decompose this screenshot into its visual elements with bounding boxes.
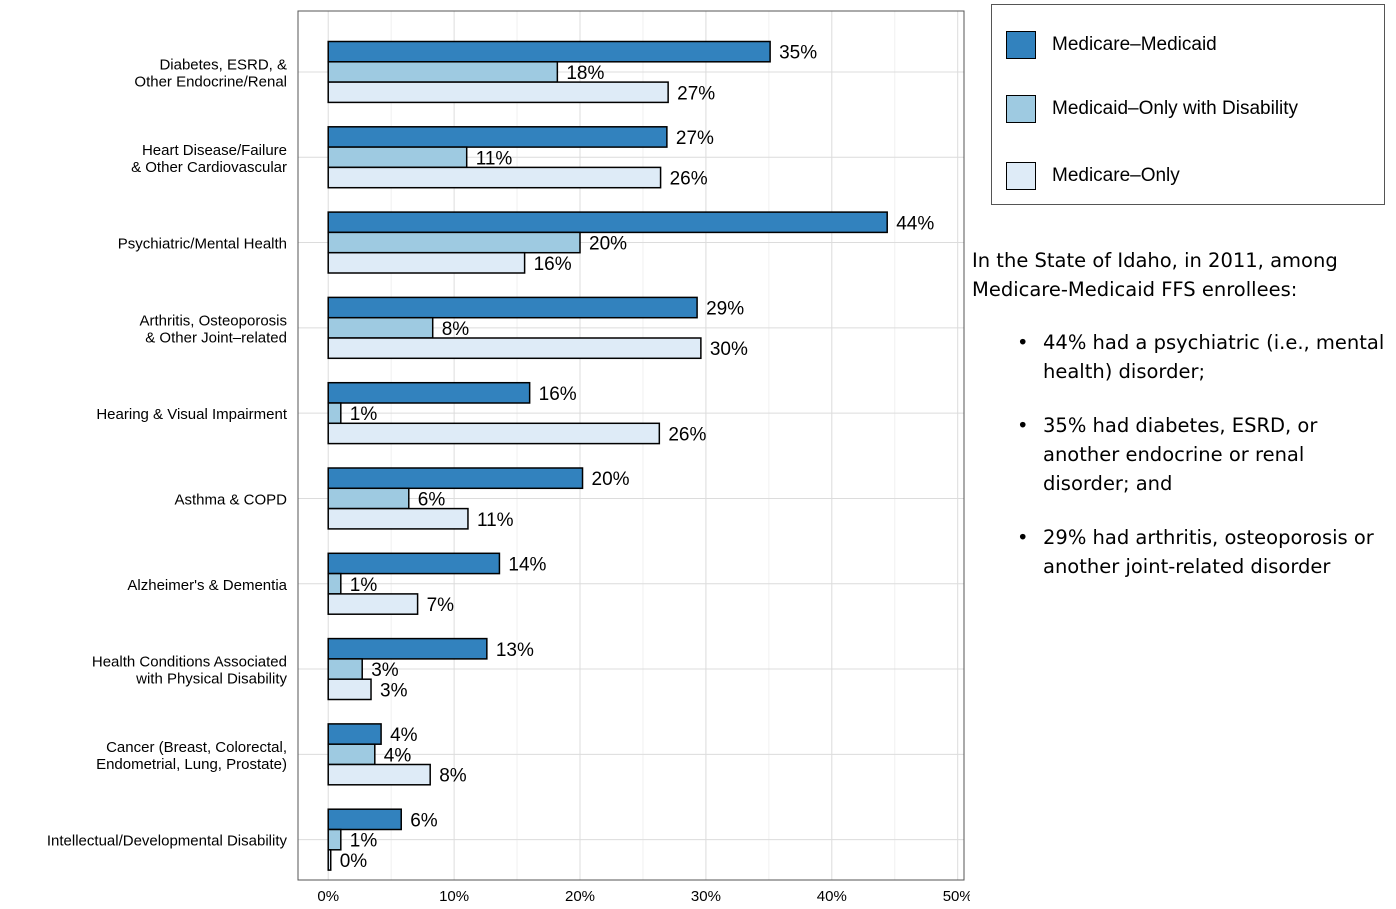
bar [327,296,698,319]
data-label: 6% [418,489,446,510]
category-label: Diabetes, ESRD, & [159,56,287,73]
data-label: 13% [496,640,534,661]
bar [327,40,771,63]
bar [327,487,410,510]
category-label: & Other Cardiovascular [131,159,287,176]
data-label: 0% [340,851,368,872]
summary-bullet: 35% had diabetes, ESRD, or another endoc… [972,411,1396,498]
data-label: 35% [779,43,817,64]
legend-item-medicare-medicaid: Medicare–Medicaid [1006,31,1217,59]
data-label: 20% [589,234,627,255]
data-label: 26% [670,169,708,190]
category-label: Cancer (Breast, Colorectal, [106,739,287,756]
plot-border [297,10,965,881]
bar [327,467,584,490]
category-label: Asthma & COPD [174,491,287,508]
bar [327,81,669,104]
data-label: 3% [371,660,399,681]
bar [327,211,888,234]
category-label: Hearing & Visual Impairment [96,406,287,423]
bar [327,231,581,254]
legend-item-medicaid-only-with-disability: Medicaid–Only with Disability [1006,95,1298,123]
x-tick-label: 50% [943,888,970,905]
bar [327,849,332,871]
data-label: 3% [380,680,408,701]
summary-bullet: 29% had arthritis, osteoporosis or anoth… [972,523,1396,581]
bar [327,723,382,745]
x-tick-label: 30% [691,888,721,905]
bar [327,316,434,339]
data-label: 6% [410,810,438,831]
category-label: Intellectual/Developmental Disability [47,833,288,850]
legend-label-medicaid-only-with-disability: Medicaid–Only with Disability [1052,98,1299,119]
summary-intro: In the State of Idaho, in 2011, among Me… [972,249,1338,301]
bar [327,743,376,766]
bar [327,166,662,189]
x-tick-label: 0% [317,888,339,905]
x-tick-label: 10% [439,888,469,905]
summary-text: In the State of Idaho, in 2011, among Me… [972,246,1396,606]
data-label: 27% [677,83,715,104]
category-label: with Physical Disability [135,671,287,688]
x-tick-label: 40% [817,888,847,905]
data-label: 16% [539,384,577,405]
data-label: 27% [676,128,714,149]
data-label: 26% [668,424,706,445]
data-label: 11% [476,148,513,169]
category-label: & Other Joint–related [145,329,287,346]
data-label: 8% [439,766,467,787]
legend-swatch-medicaid-only-with-disability [1006,95,1036,123]
category-label: Arthritis, Osteoporosis [139,312,287,329]
bar [327,126,668,148]
data-label: 1% [350,831,378,852]
legend-label-medicare-medicaid: Medicare–Medicaid [1052,34,1217,55]
bar [327,507,469,530]
category-label: Heart Disease/Failure [142,142,287,159]
data-label: 4% [384,745,412,766]
legend-label-medicare-only: Medicare–Only [1052,165,1180,186]
bar [327,658,363,680]
bar [327,808,402,831]
data-label: 18% [566,63,604,84]
bar [327,678,372,701]
legend-swatch-medicare-medicaid [1006,31,1036,59]
summary-bullet: 44% had a psychiatric (i.e., mental heal… [972,328,1396,386]
category-label: Other Endocrine/Renal [134,73,287,90]
bar [327,422,661,445]
data-label: 16% [534,254,572,275]
legend-swatch-medicare-only [1006,162,1036,190]
bar [327,593,419,615]
data-label: 1% [350,575,378,596]
data-label: 30% [710,339,748,360]
data-label: 7% [427,595,455,616]
category-label: Endometrial, Lung, Prostate) [96,756,287,773]
data-label: 20% [592,469,630,490]
data-label: 4% [390,725,418,746]
data-label: 1% [350,404,378,425]
bar [327,381,531,404]
bar [327,828,342,851]
bar [327,637,488,660]
bar [327,251,526,274]
bar [327,572,342,595]
bar-chart: 35% 18% 27% 27% 11% 26% 44% 20% 16% 29% 8% 30% 16% 1%… [47,10,970,905]
data-label: 14% [508,554,546,575]
bar [327,763,431,786]
chart-legend: Medicare–Medicaid Medicaid–Only with Dis… [991,4,1385,205]
bar [327,337,702,360]
data-label: 11% [477,510,514,531]
data-label: 44% [896,213,934,234]
x-tick-label: 20% [565,888,595,905]
category-label: Psychiatric/Mental Health [118,236,287,253]
category-label: Alzheimer's & Dementia [127,577,287,594]
data-label: 29% [706,299,744,320]
data-label: 8% [442,319,470,340]
bar [327,402,342,425]
category-label: Health Conditions Associated [92,654,287,671]
legend-item-medicare-only: Medicare–Only [1006,162,1180,190]
bar [327,146,468,169]
bar [327,61,559,83]
summary-list: 44% had a psychiatric (i.e., mental heal… [972,328,1396,581]
bar [327,552,501,575]
